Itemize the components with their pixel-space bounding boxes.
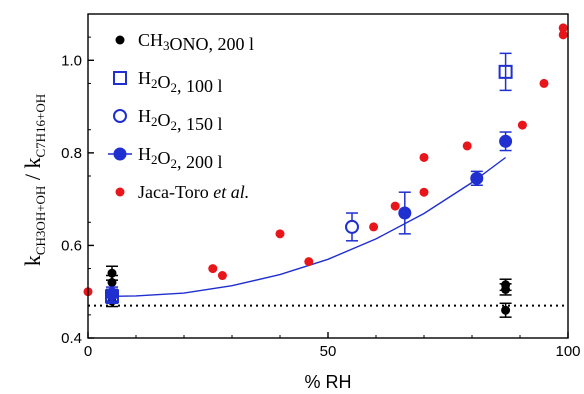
- y-axis-label-sep: /: [20, 169, 45, 186]
- legend-label-part: 2: [171, 80, 178, 95]
- data-point: [419, 187, 429, 197]
- y-tick-label: 1.0: [61, 52, 82, 69]
- data-point: [517, 120, 527, 130]
- legend-marker: [113, 147, 127, 161]
- legend-marker: [113, 109, 127, 123]
- legend-label-part: H: [138, 144, 151, 164]
- data-point: [501, 284, 511, 294]
- legend-item-2: H2O2, 150 l: [113, 106, 223, 134]
- legend-label-part: O: [158, 72, 171, 92]
- series-0: [106, 265, 512, 318]
- data-point: [208, 264, 218, 274]
- legend-label-part: Jaca-Toro: [138, 182, 213, 202]
- data-point: [217, 271, 227, 281]
- legend-marker: [113, 71, 127, 85]
- legend-item-1: H2O2, 100 l: [113, 68, 223, 96]
- data-point: [558, 23, 568, 33]
- axes: 0 50 100 0.4 0.6 0.8 1.0: [61, 13, 581, 360]
- legend-label-part: et al.: [213, 182, 249, 202]
- fit-curve: [111, 156, 507, 297]
- plot-frame: [87, 13, 569, 339]
- y-tick-label: 0.8: [61, 145, 82, 162]
- legend-marker: [115, 187, 125, 197]
- legend-label-part: , 200 l: [177, 152, 223, 172]
- legend-label-part: 2: [151, 76, 158, 91]
- legend-label-part: O: [158, 110, 171, 130]
- legend-label-part: , 150 l: [177, 114, 223, 134]
- data-point: [105, 287, 119, 301]
- legend-label-part: H: [138, 106, 151, 126]
- series-4: [83, 23, 568, 297]
- y-axis-label-sub2: C7H16+OH: [33, 94, 48, 158]
- data-point: [304, 257, 314, 267]
- legend-label: H2O2, 200 l: [138, 144, 223, 172]
- legend-label: H2O2, 150 l: [138, 106, 223, 134]
- data-point: [345, 219, 359, 234]
- legend-label-part: CH: [138, 30, 163, 50]
- y-axis-label-k2: k: [20, 158, 45, 169]
- data-point: [275, 229, 285, 239]
- data-point: [398, 206, 412, 220]
- plot-area: [83, 23, 568, 318]
- legend-label: Jaca-Toro et al.: [138, 182, 249, 202]
- data-point: [470, 171, 484, 185]
- legend-label-part: 2: [151, 152, 158, 167]
- legend-label-part: 2: [171, 156, 178, 171]
- x-tick-label: 100: [555, 343, 580, 360]
- legend-label: CH3ONO, 200 l: [138, 30, 254, 54]
- data-point: [498, 64, 513, 79]
- legend-label: H2O2, 100 l: [138, 68, 223, 96]
- legend-label-part: ONO, 200 l: [170, 34, 255, 54]
- legend-label-part: O: [158, 148, 171, 168]
- series-2: [345, 212, 359, 242]
- legend-item-0: CH3ONO, 200 l: [115, 30, 254, 54]
- legend-marker: [115, 35, 125, 45]
- legend-label-part: 2: [171, 118, 178, 133]
- series-3: [105, 131, 513, 302]
- y-axis-label-k1: k: [20, 255, 45, 266]
- data-point: [390, 201, 400, 211]
- legend-label-part: 2: [151, 114, 158, 129]
- x-tick-label: 50: [320, 343, 337, 360]
- y-tick-label: 0.6: [61, 237, 82, 254]
- data-point: [501, 305, 511, 315]
- y-axis-label-sub1: CH3OH+OH: [33, 186, 48, 255]
- data-point: [107, 277, 117, 287]
- x-axis-label: % RH: [304, 372, 351, 392]
- data-point: [539, 78, 549, 88]
- y-tick-label: 0.4: [61, 330, 82, 347]
- x-tick-label: 0: [84, 343, 92, 360]
- legend-label-part: H: [138, 68, 151, 88]
- legend-item-4: Jaca-Toro et al.: [115, 182, 249, 202]
- data-point: [369, 222, 379, 232]
- data-point: [499, 134, 513, 148]
- legend-label-part: 3: [163, 38, 170, 53]
- legend-label-part: , 100 l: [177, 76, 223, 96]
- data-point: [419, 152, 429, 162]
- y-axis-label: kCH3OH+OH / kC7H16+OH: [20, 94, 48, 266]
- legend-item-3: H2O2, 200 l: [108, 144, 223, 172]
- data-point: [558, 30, 568, 40]
- data-point: [462, 141, 472, 151]
